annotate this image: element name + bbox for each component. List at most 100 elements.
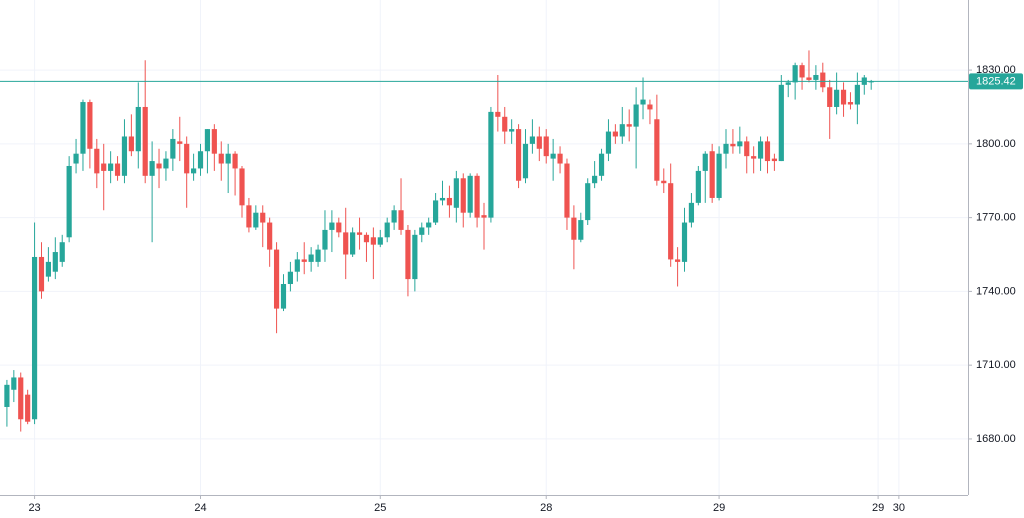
candle-body [246,205,252,228]
candle-body [426,222,432,228]
candle-body [225,153,231,164]
candle-body [419,227,425,235]
candle-body [329,222,335,230]
x-tick-label: 29 [713,502,725,514]
candle-body [343,232,349,255]
candle-body [806,77,812,80]
candle-body [197,151,204,169]
candle-body [840,89,847,105]
candle-body [218,153,224,164]
candle-body [433,200,439,223]
y-tick-label: 1830.00 [976,64,1016,76]
candle-body [737,141,743,147]
candle-body [488,111,494,218]
candle-body [301,259,307,262]
candle-body [101,163,107,171]
candle-body [543,136,549,157]
candle-body [619,124,625,137]
x-tick-label: 30 [893,502,905,514]
candle-body [751,156,757,159]
candle-body [495,111,501,117]
candle-body [757,141,764,159]
candle-body [564,163,570,218]
candle-body [509,129,515,132]
candle-body [847,102,854,105]
y-tick-label: 1740.00 [976,285,1016,297]
y-tick-label: 1680.00 [976,433,1016,445]
candle-body [135,106,141,152]
candle-body [675,259,681,262]
candle-body [280,284,287,309]
candle-body [191,168,197,174]
candle-body [377,237,383,245]
candle-body [460,178,466,213]
candle-body [515,129,522,181]
candle-body [612,131,618,137]
candle-body [536,136,542,149]
candle-body [184,143,190,174]
last-price-label: 1825.42 [976,75,1016,87]
candle-body [785,82,791,85]
candle-body [94,148,100,174]
candle-body [446,197,453,206]
candle-body [681,222,688,262]
candle-body [25,394,31,422]
candle-body [315,249,321,262]
candle-body [688,202,695,223]
last-price-box [969,73,1023,90]
candle-body [709,151,715,198]
candle-body [87,102,93,149]
candle-body [585,183,591,221]
candle-body [322,229,328,250]
candle-body [550,153,556,159]
candle-body [474,175,480,218]
candle-body [80,102,86,154]
candle-body [834,89,840,107]
candle-body [598,153,605,176]
candle-body [149,161,155,176]
candle-body [771,158,777,162]
candle-body [391,210,397,223]
candle-body [647,104,653,110]
candle-body [654,119,660,181]
candle-body [502,116,508,132]
candle-body [232,153,238,169]
candle-body [363,234,370,243]
candle-body [730,143,736,147]
candle-body [529,136,535,144]
candle-body [384,222,390,238]
candle-body [108,163,114,171]
candle-body [121,136,128,176]
candle-body [668,183,674,260]
candle-body [605,131,612,154]
candle-body [239,168,245,206]
candle-body [128,136,134,152]
candle-body [156,163,162,169]
candle-body [18,377,24,420]
x-tick-label: 28 [540,502,552,514]
candle-body [336,222,342,233]
x-tick-label: 24 [194,502,206,514]
candle-body [267,222,273,250]
candle-body [66,165,72,238]
candle-body [799,65,805,78]
x-tick-label: 23 [28,502,40,514]
candle-body [52,252,58,272]
x-tick-label: 25 [374,502,386,514]
candle-body [38,256,45,292]
candle-body [571,217,577,240]
candle-body [716,153,722,198]
candle-body [557,153,563,164]
candle-body [439,197,446,201]
candle-body [398,210,404,230]
candle-body [211,129,217,154]
candle-body [4,384,10,407]
candle-body [764,141,771,162]
candle-body [522,143,529,179]
candle-body [170,138,176,159]
candle-body [405,229,411,280]
candle-body [813,75,819,80]
candle-body [827,87,833,107]
